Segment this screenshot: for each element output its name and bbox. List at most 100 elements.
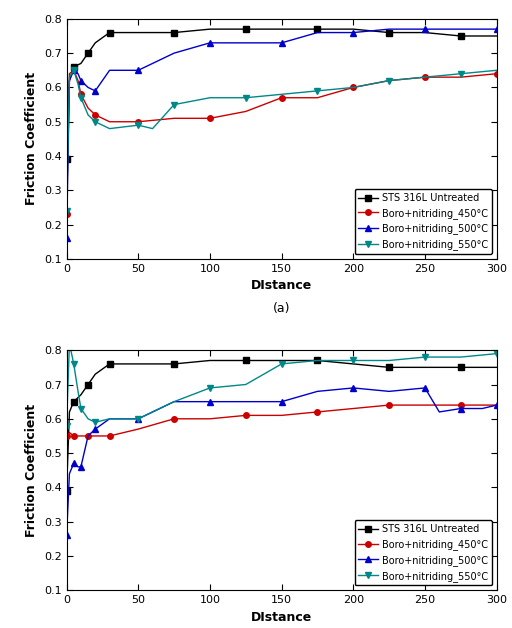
Boro+nitriding_450°C	[458, 401, 464, 409]
Boro+nitriding_500°C	[92, 87, 98, 95]
Boro+nitriding_500°C	[458, 25, 464, 33]
Boro+nitriding_550°C	[171, 101, 177, 109]
Boro+nitriding_550°C	[71, 360, 77, 367]
Boro+nitriding_450°C	[85, 104, 91, 112]
Boro+nitriding_500°C	[78, 463, 84, 470]
Boro+nitriding_550°C	[135, 121, 141, 129]
Boro+nitriding_450°C	[85, 432, 91, 440]
STS 316L Untreated	[78, 391, 84, 399]
STS 316L Untreated	[422, 364, 428, 371]
Boro+nitriding_550°C	[494, 67, 500, 74]
Boro+nitriding_500°C	[75, 70, 81, 77]
STS 316L Untreated	[207, 25, 213, 33]
Boro+nitriding_550°C	[350, 357, 356, 364]
Boro+nitriding_550°C	[243, 381, 249, 388]
Boro+nitriding_450°C	[494, 70, 500, 77]
STS 316L Untreated	[279, 357, 285, 364]
Boro+nitriding_500°C	[422, 25, 428, 33]
STS 316L Untreated	[135, 29, 141, 36]
Line: Boro+nitriding_550°C: Boro+nitriding_550°C	[64, 340, 499, 428]
STS 316L Untreated	[243, 357, 249, 364]
STS 316L Untreated	[494, 364, 500, 371]
Boro+nitriding_550°C	[92, 118, 98, 126]
STS 316L Untreated	[92, 39, 98, 46]
Boro+nitriding_550°C	[314, 357, 321, 364]
Boro+nitriding_450°C	[106, 432, 113, 440]
Boro+nitriding_450°C	[75, 77, 81, 84]
Boro+nitriding_500°C	[207, 398, 213, 406]
Text: (a): (a)	[273, 302, 290, 315]
Boro+nitriding_500°C	[243, 398, 249, 406]
STS 316L Untreated	[458, 32, 464, 40]
Boro+nitriding_500°C	[207, 39, 213, 46]
Boro+nitriding_450°C	[314, 408, 321, 416]
Boro+nitriding_500°C	[171, 50, 177, 57]
Boro+nitriding_450°C	[135, 118, 141, 126]
Boro+nitriding_500°C	[92, 425, 98, 433]
Boro+nitriding_500°C	[243, 39, 249, 46]
Boro+nitriding_500°C	[479, 405, 485, 413]
Boro+nitriding_450°C	[386, 77, 392, 84]
Boro+nitriding_450°C	[71, 432, 77, 440]
Line: Boro+nitriding_450°C: Boro+nitriding_450°C	[64, 403, 499, 439]
STS 316L Untreated	[92, 371, 98, 378]
Boro+nitriding_500°C	[67, 77, 73, 84]
Boro+nitriding_550°C	[63, 422, 70, 430]
Boro+nitriding_550°C	[207, 384, 213, 392]
Boro+nitriding_450°C	[386, 401, 392, 409]
Boro+nitriding_550°C	[67, 73, 73, 81]
Boro+nitriding_550°C	[279, 360, 285, 367]
Boro+nitriding_450°C	[92, 111, 98, 119]
STS 316L Untreated	[171, 29, 177, 36]
Boro+nitriding_550°C	[106, 415, 113, 423]
Boro+nitriding_550°C	[350, 84, 356, 91]
STS 316L Untreated	[279, 25, 285, 33]
Boro+nitriding_550°C	[85, 111, 91, 119]
Boro+nitriding_450°C	[458, 73, 464, 81]
STS 316L Untreated	[78, 60, 84, 67]
STS 316L Untreated	[67, 77, 73, 84]
Boro+nitriding_550°C	[314, 87, 321, 95]
Boro+nitriding_500°C	[386, 387, 392, 395]
Boro+nitriding_500°C	[494, 25, 500, 33]
Boro+nitriding_550°C	[150, 125, 156, 133]
Boro+nitriding_550°C	[386, 357, 392, 364]
Boro+nitriding_450°C	[279, 411, 285, 419]
Boro+nitriding_450°C	[92, 432, 98, 440]
STS 316L Untreated	[314, 357, 321, 364]
STS 316L Untreated	[207, 357, 213, 364]
STS 316L Untreated	[458, 364, 464, 371]
Y-axis label: Friction Coefficient: Friction Coefficient	[26, 72, 38, 205]
Boro+nitriding_450°C	[314, 94, 321, 102]
Boro+nitriding_450°C	[207, 415, 213, 423]
STS 316L Untreated	[386, 29, 392, 36]
Boro+nitriding_500°C	[71, 460, 77, 467]
STS 316L Untreated	[63, 156, 70, 163]
Boro+nitriding_450°C	[243, 107, 249, 115]
Boro+nitriding_450°C	[279, 94, 285, 102]
Boro+nitriding_500°C	[422, 384, 428, 392]
Line: STS 316L Untreated: STS 316L Untreated	[64, 26, 499, 162]
Boro+nitriding_500°C	[279, 39, 285, 46]
Boro+nitriding_550°C	[207, 94, 213, 102]
Boro+nitriding_500°C	[75, 463, 81, 470]
Boro+nitriding_450°C	[78, 90, 84, 98]
Boro+nitriding_550°C	[279, 90, 285, 98]
Boro+nitriding_500°C	[436, 408, 442, 416]
STS 316L Untreated	[350, 360, 356, 367]
Boro+nitriding_450°C	[135, 425, 141, 433]
Boro+nitriding_550°C	[106, 125, 113, 133]
Boro+nitriding_500°C	[458, 405, 464, 413]
Boro+nitriding_550°C	[67, 340, 73, 347]
Line: Boro+nitriding_450°C: Boro+nitriding_450°C	[64, 68, 499, 217]
Boro+nitriding_500°C	[78, 77, 84, 84]
Boro+nitriding_500°C	[85, 84, 91, 91]
Line: Boro+nitriding_500°C: Boro+nitriding_500°C	[64, 26, 499, 241]
STS 316L Untreated	[314, 25, 321, 33]
Boro+nitriding_450°C	[106, 118, 113, 126]
Boro+nitriding_500°C	[314, 29, 321, 36]
Boro+nitriding_500°C	[106, 415, 113, 423]
Boro+nitriding_550°C	[458, 70, 464, 77]
Boro+nitriding_500°C	[350, 384, 356, 392]
X-axis label: DIstance: DIstance	[251, 611, 312, 624]
